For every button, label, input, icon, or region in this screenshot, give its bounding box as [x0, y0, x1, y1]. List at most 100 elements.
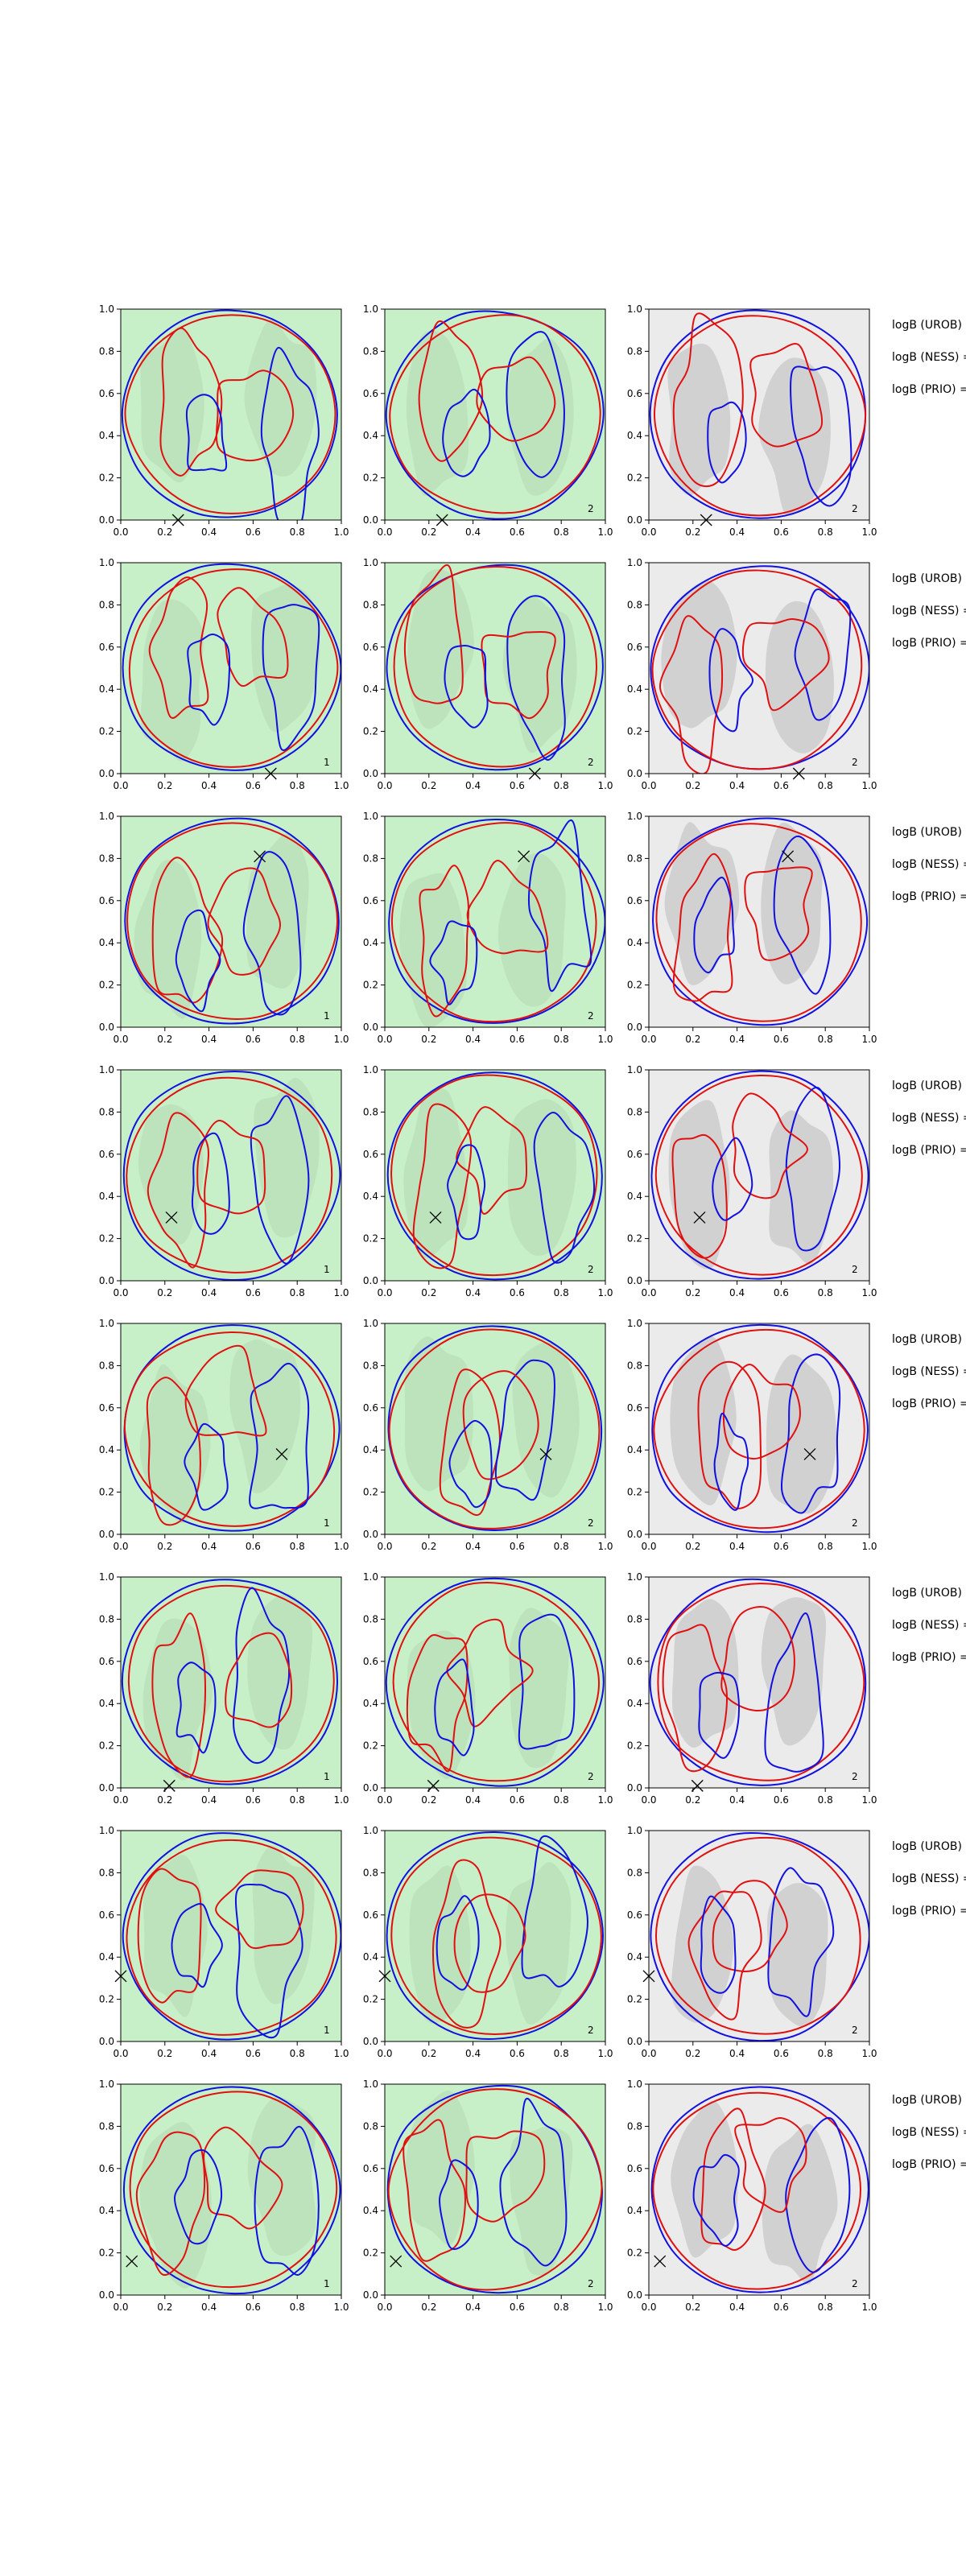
y-tick-label: 0.2 [99, 1233, 114, 1245]
y-tick-label: 0.8 [363, 1106, 378, 1117]
y-tick-label: 0.6 [99, 388, 114, 399]
red-contour [439, 1368, 501, 1517]
y-tick-label: 0.8 [627, 1613, 642, 1624]
y-tick-label: 0.0 [627, 2289, 642, 2301]
x-tick-label: 0.8 [554, 526, 569, 538]
panel-r2-c2: 0.0 0.2 0.4 0.6 0.8 1.0 0.0 0.2 0.4 0.6 0.8 1.0 2 [363, 557, 613, 791]
y-tick-label: 0.0 [99, 768, 114, 779]
y-tick-label: 1.0 [99, 2079, 114, 2090]
blue-contour [773, 836, 832, 995]
blue-contour [764, 1612, 824, 1773]
y-tick-label: 1.0 [627, 1571, 642, 1583]
x-tick-label: 0.6 [774, 1541, 789, 1552]
y-tick-label: 0.0 [627, 768, 642, 779]
blue-contour [780, 1353, 841, 1514]
red-contour [741, 617, 830, 712]
y-tick-label: 0.4 [99, 2205, 114, 2216]
x-tick-label: 0.2 [157, 526, 172, 538]
panel-frame [120, 815, 342, 1028]
panel-frame [648, 1830, 870, 2042]
y-tick-label: 0.0 [627, 1529, 642, 1540]
panel-plot-area [121, 816, 341, 1027]
x-tick-label: 1.0 [333, 1034, 349, 1045]
shaded-region [670, 1335, 737, 1505]
shaded-region [507, 1099, 576, 1257]
logb-label: logB (PRIO) = [892, 890, 966, 903]
panel-annotation: 2 [588, 2278, 594, 2289]
logb-label: logB (NESS) = [892, 2126, 966, 2139]
panel-plot-area [385, 309, 605, 520]
x-tick-label: 0.8 [818, 2048, 833, 2059]
y-tick-label: 0.8 [99, 1360, 114, 1371]
x-tick-label: 0.0 [113, 526, 128, 538]
y-tick-label: 0.4 [627, 2205, 642, 2216]
panel-r5-c3: 0.0 0.2 0.4 0.6 0.8 1.0 0.0 0.2 0.4 0.6 0.8 1.0 2 [627, 1318, 877, 1552]
x-tick-label: 0.8 [554, 1034, 569, 1045]
x-tick-label: 0.8 [554, 1541, 569, 1552]
x-tick-label: 0.8 [818, 2301, 833, 2313]
red-contour [215, 369, 295, 462]
blue-contour [249, 1362, 310, 1509]
x-tick-label: 0.2 [421, 2301, 436, 2313]
red-contour [388, 1328, 601, 1530]
x-tick-label: 0.0 [641, 1541, 656, 1552]
panel-plot-area [649, 1323, 869, 1534]
x-tick-label: 0.6 [246, 2301, 261, 2313]
panel-frame [384, 2083, 606, 2296]
marker-x [126, 2255, 138, 2268]
x-tick-label: 0.4 [465, 2048, 481, 2059]
red-contour [722, 1364, 801, 1460]
blue-contour [650, 2086, 869, 2293]
red-contour [137, 1868, 202, 2004]
shaded-region [497, 853, 566, 1007]
x-tick-label: 0.8 [554, 1794, 569, 1806]
blue-contour [521, 1835, 589, 1988]
red-contour [387, 2088, 603, 2291]
x-tick-label: 0.4 [729, 1541, 745, 1552]
panel-annotation: 2 [852, 757, 858, 768]
x-tick-label: 0.0 [113, 780, 128, 791]
blue-contour [175, 1662, 217, 1754]
blue-contour [442, 388, 491, 477]
x-tick-label: 0.2 [685, 2048, 700, 2059]
x-tick-label: 0.0 [113, 2048, 128, 2059]
shaded-region [404, 1336, 474, 1492]
blue-contour [790, 365, 852, 507]
y-tick-label: 0.2 [99, 726, 114, 737]
panel-r1-c1: 0.0 0.2 0.4 0.6 0.8 1.0 0.0 0.2 0.4 0.6 0.8 1.0 [99, 303, 349, 538]
red-contour [732, 1092, 809, 1199]
marker-x [539, 1447, 552, 1460]
red-contour [151, 1612, 207, 1778]
x-tick-label: 0.2 [685, 1541, 700, 1552]
red-contour [128, 568, 339, 768]
y-tick-label: 1.0 [627, 1064, 642, 1075]
red-contour [406, 1634, 469, 1773]
blue-contour [436, 1895, 480, 1991]
shaded-region [766, 1354, 837, 1514]
y-tick-label: 0.0 [627, 1022, 642, 1033]
y-tick-label: 0.4 [627, 683, 642, 695]
y-tick-label: 0.6 [627, 2163, 642, 2174]
panel-frame [120, 1576, 342, 1789]
blue-contour [171, 1903, 223, 1988]
red-contour [734, 2117, 807, 2213]
panel-r6-c3: 0.0 0.2 0.4 0.6 0.8 1.0 0.0 0.2 0.4 0.6 0.8 1.0 2 [627, 1571, 877, 1806]
logb-label: logB (PRIO) = [892, 1905, 966, 1918]
x-tick-label: 0.4 [201, 1541, 217, 1552]
shaded-region [409, 1865, 471, 2024]
x-tick-label: 1.0 [597, 1287, 613, 1298]
logb-label: logB (PRIO) = [892, 1144, 966, 1157]
marker-x [642, 1970, 655, 1983]
blue-contour [785, 1086, 841, 1252]
x-tick-label: 0.4 [465, 526, 481, 538]
x-tick-label: 0.2 [685, 1034, 700, 1045]
y-tick-label: 0.0 [99, 514, 114, 526]
y-tick-label: 0.2 [363, 1233, 378, 1245]
x-tick-label: 0.2 [421, 1034, 436, 1045]
y-tick-label: 0.8 [363, 852, 378, 864]
y-tick-label: 0.8 [363, 1867, 378, 1878]
shaded-region [140, 599, 204, 762]
y-tick-label: 0.4 [363, 937, 378, 948]
shaded-region [139, 1364, 211, 1524]
x-tick-label: 0.2 [421, 1541, 436, 1552]
